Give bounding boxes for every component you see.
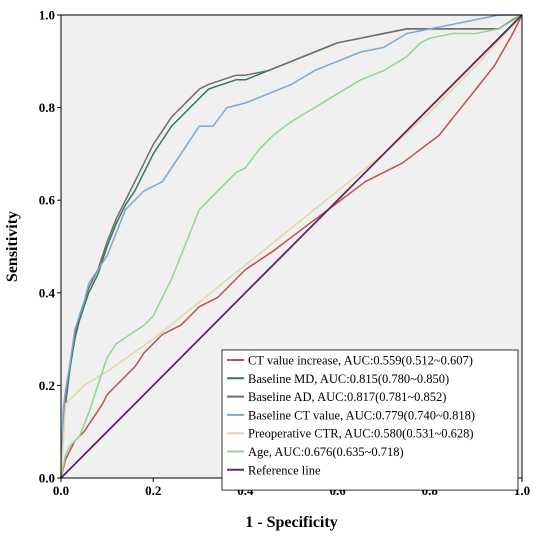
series-line-5 <box>60 14 523 479</box>
y-axis: 0.0 0.2 0.4 0.6 0.8 1.0 <box>39 8 61 486</box>
series-layer <box>60 14 523 479</box>
x-tick-label: 0.2 <box>145 483 161 498</box>
series-line-3 <box>60 14 522 479</box>
legend-label-5: Age, AUC:0.676(0.635~0.718) <box>248 445 404 459</box>
legend-label-6: Reference line <box>248 463 321 477</box>
series-line-0 <box>60 14 523 479</box>
legend-label-4: Preoperative CTR, AUC:0.580(0.531~0.628) <box>248 427 474 441</box>
legend: CT value increase, AUC:0.559(0.512~0.607… <box>221 349 519 491</box>
legend-label-2: Baseline AD, AUC:0.817(0.781~0.852) <box>248 390 446 404</box>
y-tick-label: 0.8 <box>39 100 56 115</box>
x-axis-title: 1 - Specificity <box>245 514 337 531</box>
legend-box <box>221 349 519 491</box>
y-tick-label: 0.6 <box>39 193 56 208</box>
y-tick-label: 1.0 <box>39 8 55 23</box>
series-line-4 <box>60 14 523 479</box>
x-tick-label: 0.0 <box>53 483 69 498</box>
legend-label-1: Baseline MD, AUC:0.815(0.780~0.850) <box>248 372 449 386</box>
series-line-6 <box>60 14 523 479</box>
y-tick-label: 0.0 <box>39 471 55 486</box>
y-tick-label: 0.2 <box>39 378 55 393</box>
y-tick-label: 0.4 <box>39 285 56 300</box>
y-axis-title: Sensitivity <box>4 211 21 282</box>
legend-label-0: CT value increase, AUC:0.559(0.512~0.607… <box>248 354 473 368</box>
legend-label-3: Baseline CT value, AUC:0.779(0.740~0.818… <box>248 408 475 422</box>
